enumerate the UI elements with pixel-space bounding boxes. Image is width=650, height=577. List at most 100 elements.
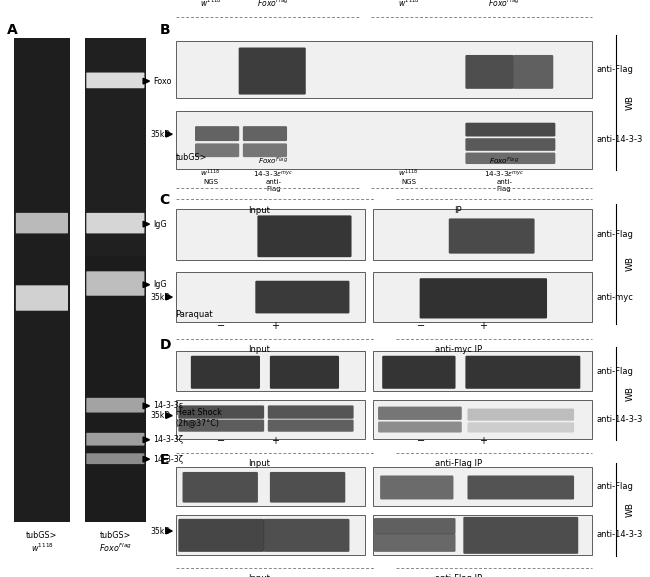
- Text: anti-14-3-3: anti-14-3-3: [597, 415, 643, 424]
- FancyBboxPatch shape: [465, 138, 555, 151]
- FancyBboxPatch shape: [86, 454, 144, 464]
- Bar: [373, 467, 592, 506]
- Text: anti-Flag: anti-Flag: [597, 366, 634, 376]
- Text: WB: WB: [625, 387, 634, 401]
- Text: B: B: [159, 23, 170, 37]
- Text: WB: WB: [625, 95, 634, 110]
- Text: $w^{1118}$: $w^{1118}$: [398, 167, 419, 179]
- Bar: [373, 272, 592, 323]
- Text: $Foxo^{Flag}$: $Foxo^{Flag}$: [257, 0, 289, 9]
- Text: Paraquat: Paraquat: [176, 310, 213, 319]
- Text: −: −: [417, 321, 425, 331]
- FancyBboxPatch shape: [270, 356, 339, 389]
- FancyBboxPatch shape: [243, 143, 287, 157]
- Bar: [176, 515, 365, 554]
- Bar: [176, 351, 365, 391]
- FancyBboxPatch shape: [268, 406, 354, 419]
- Bar: [373, 515, 592, 554]
- FancyBboxPatch shape: [178, 419, 264, 432]
- Text: WB: WB: [625, 502, 634, 516]
- Text: 14-3-3ζ: 14-3-3ζ: [153, 455, 183, 464]
- FancyBboxPatch shape: [16, 286, 68, 311]
- Text: 35kD: 35kD: [150, 293, 170, 302]
- Polygon shape: [143, 437, 150, 443]
- Polygon shape: [166, 294, 172, 300]
- Text: anti-Flag IP: anti-Flag IP: [435, 574, 482, 577]
- FancyBboxPatch shape: [86, 73, 144, 88]
- Bar: [176, 272, 365, 323]
- FancyBboxPatch shape: [467, 475, 574, 500]
- FancyBboxPatch shape: [195, 143, 239, 157]
- Text: −: −: [217, 436, 226, 446]
- Polygon shape: [166, 528, 172, 534]
- Bar: [176, 467, 365, 506]
- FancyBboxPatch shape: [178, 406, 264, 419]
- Bar: [373, 351, 592, 391]
- Text: anti-Flag: anti-Flag: [597, 65, 634, 74]
- FancyBboxPatch shape: [86, 213, 144, 234]
- Text: +: +: [271, 321, 280, 331]
- Text: A: A: [6, 23, 18, 37]
- Text: $Foxo^{Flag}$: $Foxo^{Flag}$: [488, 0, 520, 9]
- Polygon shape: [143, 403, 150, 409]
- Text: Input: Input: [248, 459, 270, 468]
- FancyBboxPatch shape: [380, 475, 454, 500]
- Text: $w^{1118}$: $w^{1118}$: [398, 0, 419, 9]
- Text: anti-14-3-3: anti-14-3-3: [597, 136, 643, 144]
- Polygon shape: [143, 222, 150, 227]
- FancyBboxPatch shape: [465, 356, 580, 389]
- FancyBboxPatch shape: [86, 433, 144, 445]
- FancyBboxPatch shape: [86, 271, 144, 296]
- Text: 35kD: 35kD: [150, 411, 170, 420]
- Text: $Foxo^{Flag}$: $Foxo^{Flag}$: [258, 156, 289, 167]
- Text: $14$-$3$-$3\varepsilon^{myc}$: $14$-$3$-$3\varepsilon^{myc}$: [484, 169, 525, 179]
- Text: $14$-$3$-$3\varepsilon^{myc}$: $14$-$3$-$3\varepsilon^{myc}$: [253, 169, 294, 179]
- Text: +: +: [479, 321, 488, 331]
- FancyBboxPatch shape: [378, 422, 461, 433]
- Text: Input: Input: [248, 206, 270, 215]
- Polygon shape: [166, 132, 172, 137]
- FancyBboxPatch shape: [86, 398, 144, 413]
- FancyBboxPatch shape: [183, 472, 258, 503]
- Text: 14-3-3ε: 14-3-3ε: [153, 402, 183, 410]
- Text: 35kD: 35kD: [150, 527, 170, 535]
- Text: Input: Input: [248, 345, 270, 354]
- Text: Heat Shock
(2h@37°C): Heat Shock (2h@37°C): [176, 407, 222, 427]
- FancyBboxPatch shape: [268, 419, 354, 432]
- Text: anti-14-3-3: anti-14-3-3: [597, 530, 643, 539]
- FancyBboxPatch shape: [178, 519, 264, 552]
- FancyBboxPatch shape: [514, 55, 553, 89]
- Text: tubGS>
$Foxo^{Flag}$: tubGS> $Foxo^{Flag}$: [99, 531, 132, 554]
- Polygon shape: [166, 413, 172, 418]
- Bar: [373, 400, 592, 439]
- Text: anti-myc: anti-myc: [597, 293, 634, 302]
- FancyBboxPatch shape: [467, 422, 574, 433]
- Bar: [373, 209, 592, 260]
- Text: tubGS>
$w^{1118}$: tubGS> $w^{1118}$: [26, 531, 58, 554]
- FancyBboxPatch shape: [257, 215, 352, 257]
- Text: anti-
Flag: anti- Flag: [496, 179, 512, 192]
- FancyBboxPatch shape: [255, 281, 350, 313]
- Bar: [176, 400, 365, 439]
- FancyBboxPatch shape: [420, 278, 547, 319]
- FancyBboxPatch shape: [465, 123, 555, 137]
- FancyBboxPatch shape: [374, 534, 456, 552]
- Text: NGS: NGS: [401, 179, 416, 185]
- Text: anti-myc IP: anti-myc IP: [435, 345, 482, 354]
- FancyBboxPatch shape: [264, 519, 350, 552]
- FancyBboxPatch shape: [463, 517, 578, 554]
- FancyBboxPatch shape: [243, 126, 287, 141]
- Text: $w^{1118}$: $w^{1118}$: [200, 167, 221, 179]
- FancyBboxPatch shape: [195, 126, 239, 141]
- Text: Input: Input: [248, 574, 270, 577]
- FancyBboxPatch shape: [191, 356, 260, 389]
- Text: anti-
Flag: anti- Flag: [265, 179, 281, 192]
- Text: anti-Flag IP: anti-Flag IP: [435, 459, 482, 468]
- Text: WB: WB: [625, 257, 634, 271]
- Text: 14-3-3ζ: 14-3-3ζ: [153, 435, 183, 444]
- FancyBboxPatch shape: [378, 407, 461, 420]
- Bar: [14, 38, 70, 522]
- Text: tubGS>: tubGS>: [176, 152, 207, 162]
- Text: D: D: [159, 338, 171, 351]
- Text: IgG: IgG: [153, 220, 166, 228]
